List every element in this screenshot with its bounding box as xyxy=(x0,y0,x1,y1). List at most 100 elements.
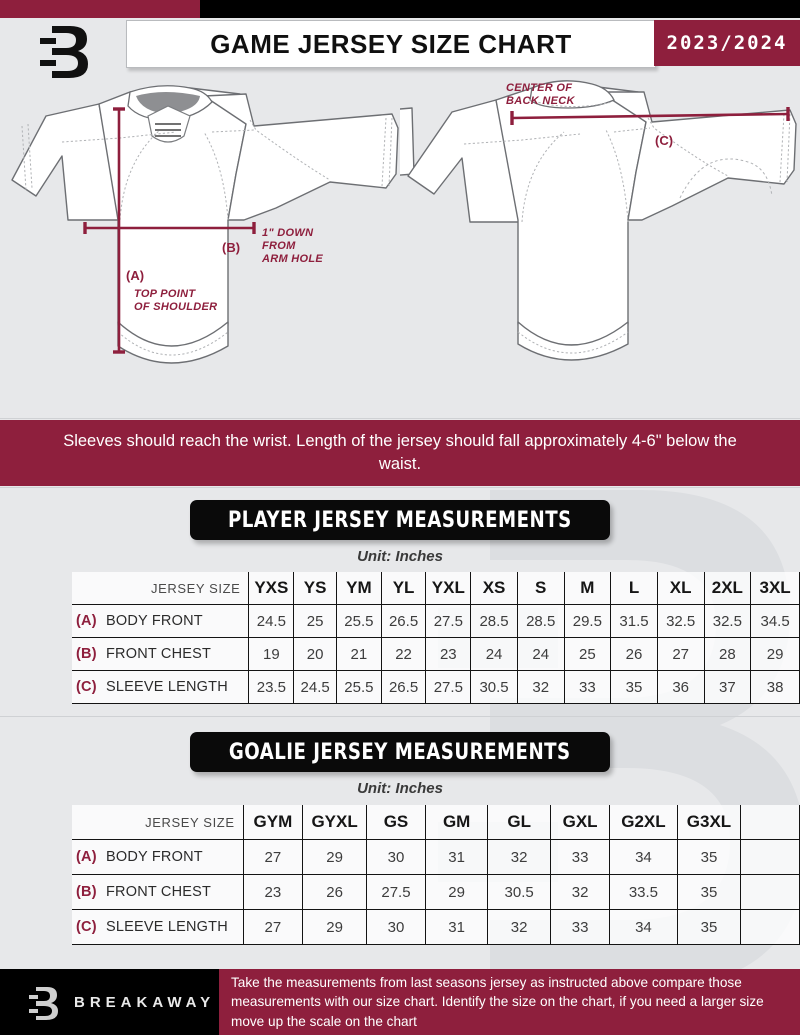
goalie-cell-1-2: 27.5 xyxy=(366,874,426,910)
goalie-cell-1-8 xyxy=(740,874,800,910)
player-cell-2-0: 23.5 xyxy=(248,670,295,704)
player-table-wrap: JERSEY SIZE YXS YS YM YL YXL XS S M L XL… xyxy=(72,572,800,704)
goalie-col-head-6: G2XL xyxy=(609,805,678,840)
goalie-row-0-name: BODY FRONT xyxy=(106,849,203,865)
goalie-cell-0-2: 30 xyxy=(366,839,426,875)
player-size-label-cell: JERSEY SIZE xyxy=(72,572,250,605)
player-cell-1-0: 19 xyxy=(248,637,295,671)
player-col-head-9: XL xyxy=(656,572,705,605)
goalie-row-0-name-cell: (A) BODY FRONT xyxy=(72,839,244,875)
top-accent-bar xyxy=(0,0,800,18)
player-cell-1-11: 29 xyxy=(750,637,800,671)
player-col-head-10: 2XL xyxy=(703,572,752,605)
goalie-cell-1-4: 30.5 xyxy=(487,874,551,910)
goalie-table-header-row: JERSEY SIZE GYM GYXL GS GM GL GXL G2XL G… xyxy=(72,805,800,840)
footer-message-box: Take the measurements from last seasons … xyxy=(219,969,800,1035)
player-row-1-name: FRONT CHEST xyxy=(106,646,212,662)
player-col-head-6: S xyxy=(516,572,565,605)
player-cell-2-4: 27.5 xyxy=(425,670,472,704)
player-col-head-1: YS xyxy=(293,572,338,605)
goalie-unit-label: Unit: Inches xyxy=(357,780,443,797)
player-row-0-tag: (A) xyxy=(76,613,97,629)
footer-brand-name: BREAKAWAY xyxy=(74,993,216,1011)
player-cell-0-0: 24.5 xyxy=(248,604,295,638)
goalie-cell-2-7: 35 xyxy=(676,909,742,945)
callout-c-text: CENTER OF BACK NECK xyxy=(506,82,575,108)
callout-b-tag: (B) xyxy=(222,240,241,255)
goalie-row-1-tag: (B) xyxy=(76,884,97,900)
goalie-cell-0-6: 34 xyxy=(609,839,678,875)
goalie-row-0-tag: (A) xyxy=(76,849,97,865)
page-title: GAME JERSEY SIZE CHART xyxy=(210,28,572,59)
callout-a-line2: OF SHOULDER xyxy=(134,301,218,313)
callout-a-text: TOP POINT OF SHOULDER xyxy=(134,288,217,314)
jersey-illustrations: (A) TOP POINT OF SHOULDER (B) 1" DOWN FR… xyxy=(0,70,800,418)
goalie-table-wrap: JERSEY SIZE GYM GYXL GS GM GL GXL G2XL G… xyxy=(72,805,800,945)
goalie-cell-2-0: 27 xyxy=(242,909,304,945)
player-cell-1-1: 20 xyxy=(293,637,338,671)
goalie-cell-1-0: 23 xyxy=(242,874,304,910)
player-cell-2-11: 38 xyxy=(750,670,800,704)
goalie-cell-1-5: 32 xyxy=(549,874,611,910)
table-row: (B) FRONT CHEST 19 20 21 22 23 24 24 25 2… xyxy=(72,637,800,671)
player-row-1-tag: (B) xyxy=(76,646,97,662)
goalie-cell-2-6: 34 xyxy=(609,909,678,945)
goalie-cell-1-1: 26 xyxy=(302,874,368,910)
player-cell-0-5: 28.5 xyxy=(470,604,518,638)
footer-brand-box: BREAKAWAY xyxy=(0,969,219,1035)
callout-a-tag: (A) xyxy=(126,268,145,283)
player-cell-1-7: 25 xyxy=(563,637,612,671)
goalie-cell-2-4: 32 xyxy=(487,909,551,945)
divider-above-note xyxy=(0,418,800,419)
callout-b-text: 1" DOWN FROM ARM HOLE xyxy=(262,227,323,266)
player-cell-0-10: 32.5 xyxy=(703,604,752,638)
player-table-body: JERSEY SIZE YXS YS YM YL YXL XS S M L XL… xyxy=(72,572,800,704)
player-cell-0-6: 28.5 xyxy=(516,604,565,638)
player-cell-0-7: 29.5 xyxy=(563,604,612,638)
player-cell-2-8: 35 xyxy=(610,670,658,704)
goalie-col-head-2: GS xyxy=(366,805,426,840)
player-cell-0-2: 25.5 xyxy=(336,604,382,638)
player-cell-1-10: 28 xyxy=(703,637,752,671)
goalie-cell-0-7: 35 xyxy=(676,839,742,875)
callout-b-line3: ARM HOLE xyxy=(262,253,324,265)
goalie-row-1-name: FRONT CHEST xyxy=(106,884,212,900)
goalie-col-head-0: GYM xyxy=(242,805,304,840)
player-cell-2-7: 33 xyxy=(563,670,612,704)
player-row-2-name-cell: (C) SLEEVE LENGTH xyxy=(72,670,250,704)
goalie-size-label-cell: JERSEY SIZE xyxy=(72,805,244,840)
player-cell-0-11: 34.5 xyxy=(750,604,800,638)
goalie-col-head-4: GL xyxy=(487,805,551,840)
callout-b-line2: FROM xyxy=(262,240,296,252)
top-accent-bar-black xyxy=(200,0,800,18)
player-col-head-7: M xyxy=(563,572,612,605)
player-cell-0-3: 26.5 xyxy=(380,604,427,638)
player-cell-2-2: 25.5 xyxy=(336,670,382,704)
callout-c-line1: CENTER OF xyxy=(506,82,573,94)
player-cell-1-6: 24 xyxy=(516,637,565,671)
goalie-col-head-1: GYXL xyxy=(302,805,368,840)
player-cell-1-2: 21 xyxy=(336,637,382,671)
callout-c-tag: (C) xyxy=(655,133,674,148)
player-cell-1-4: 23 xyxy=(425,637,472,671)
player-cell-2-6: 32 xyxy=(516,670,565,704)
goalie-cell-2-8 xyxy=(740,909,800,945)
player-row-2-tag: (C) xyxy=(76,679,97,695)
table-row: (C) SLEEVE LENGTH 23.5 24.5 25.5 26.5 27.… xyxy=(72,670,800,704)
table-row: (A) BODY FRONT 27 29 30 31 32 33 34 35 xyxy=(72,839,800,875)
player-unit-label: Unit: Inches xyxy=(357,548,443,565)
goalie-cell-0-3: 31 xyxy=(424,839,489,875)
player-cell-2-9: 36 xyxy=(656,670,705,704)
player-row-1-name-cell: (B) FRONT CHEST xyxy=(72,637,250,671)
player-col-head-11: 3XL xyxy=(750,572,800,605)
player-cell-2-5: 30.5 xyxy=(470,670,518,704)
goalie-cell-2-3: 31 xyxy=(424,909,489,945)
goalie-cell-0-0: 27 xyxy=(242,839,304,875)
callout-a-line1: TOP POINT xyxy=(134,288,196,300)
goalie-row-1-name-cell: (B) FRONT CHEST xyxy=(72,874,244,910)
page-title-plate: GAME JERSEY SIZE CHART xyxy=(126,20,656,68)
player-col-head-0: YXS xyxy=(248,572,295,605)
goalie-cell-0-8 xyxy=(740,839,800,875)
goalie-cell-2-1: 29 xyxy=(302,909,368,945)
